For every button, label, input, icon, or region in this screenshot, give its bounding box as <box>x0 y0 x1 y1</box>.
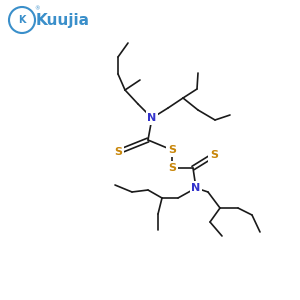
Text: N: N <box>147 113 157 123</box>
Text: S: S <box>210 150 218 160</box>
Text: ®: ® <box>34 7 40 11</box>
Text: N: N <box>191 183 201 193</box>
Text: Kuujia: Kuujia <box>36 13 90 28</box>
Text: S: S <box>168 163 176 173</box>
Text: S: S <box>168 145 176 155</box>
Text: K: K <box>18 15 26 25</box>
Text: S: S <box>114 147 122 157</box>
